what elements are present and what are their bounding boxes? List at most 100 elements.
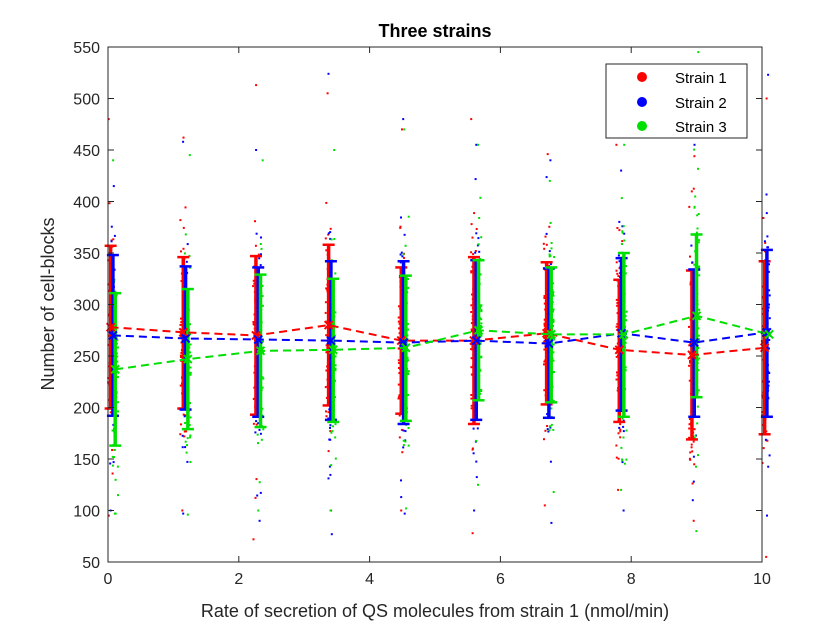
axes: 0 2 4 6 8 10 50 100 150 200 250 300 350 400 450 500 550 (73, 40, 771, 588)
data-point (698, 274, 701, 277)
data-point (329, 227, 332, 230)
data-point (621, 225, 624, 228)
y-tick-label: 50 (82, 555, 100, 572)
data-point (691, 499, 694, 502)
chart-title: Three strains (378, 21, 491, 41)
mean-marker (323, 320, 334, 330)
data-point (476, 427, 479, 430)
data-point (334, 423, 337, 426)
data-point (615, 261, 618, 264)
data-point (403, 128, 406, 131)
data-point (398, 347, 401, 350)
data-point (688, 418, 691, 420)
data-point (261, 376, 264, 379)
data-point (618, 220, 621, 223)
data-point (473, 509, 476, 512)
data-point (471, 236, 474, 239)
x-tick-label: 10 (753, 571, 771, 588)
data-point (255, 232, 258, 235)
data-point (403, 256, 405, 259)
data-point (470, 394, 473, 396)
data-point (180, 317, 182, 320)
data-point (189, 323, 191, 326)
data-point (620, 446, 623, 449)
data-point (189, 373, 192, 376)
data-point (180, 356, 182, 358)
data-point (398, 362, 401, 364)
data-point (185, 451, 188, 454)
data-point (552, 291, 555, 294)
mean-marker (110, 364, 120, 375)
data-point (470, 322, 473, 325)
data-point (542, 242, 545, 245)
data-point (475, 228, 478, 230)
data-point (552, 359, 555, 362)
data-point (107, 335, 110, 337)
data-point (689, 361, 691, 364)
data-point (401, 128, 403, 131)
mean-marker (326, 335, 336, 346)
data-point (179, 323, 182, 326)
data-point (182, 413, 185, 416)
data-point (401, 451, 404, 454)
data-point (398, 395, 401, 398)
data-point (112, 185, 115, 188)
data-point (184, 233, 187, 236)
legend-box (605, 63, 748, 139)
data-point (179, 433, 182, 436)
data-point (692, 455, 695, 458)
data-point (616, 302, 619, 304)
data-point (116, 355, 119, 358)
data-point (552, 491, 555, 493)
data-point (470, 118, 473, 121)
data-point (398, 414, 401, 417)
mean-marker-stroke (183, 354, 193, 364)
data-point (180, 250, 182, 253)
y-tick-label: 250 (73, 349, 100, 366)
legend-label-strain-2: Strain 2 (675, 95, 727, 112)
mean-marker-stroke (691, 311, 702, 321)
data-point (615, 456, 618, 459)
data-point (184, 422, 187, 424)
data-point (254, 220, 256, 223)
data-point (252, 321, 255, 323)
data-point (543, 363, 545, 366)
data-point (327, 411, 330, 414)
mean-marker (398, 337, 409, 348)
data-point (183, 252, 186, 255)
data-point (480, 334, 483, 337)
data-point (546, 428, 549, 431)
data-point (334, 379, 336, 382)
data-point (620, 197, 623, 200)
data-point (470, 271, 473, 274)
mean-marker (687, 350, 697, 360)
data-point (475, 460, 478, 463)
data-point (179, 354, 182, 357)
data-point (544, 235, 547, 238)
data-point (477, 143, 480, 146)
data-point (255, 149, 258, 151)
data-point (550, 521, 553, 524)
data-point (186, 444, 188, 447)
data-point (691, 261, 694, 264)
data-point (696, 214, 699, 217)
data-point (252, 279, 255, 282)
y-tick-label: 400 (73, 195, 100, 212)
data-point (615, 325, 618, 328)
data-point (543, 325, 546, 327)
data-point (261, 407, 264, 410)
data-point (553, 371, 555, 373)
data-point (184, 440, 187, 443)
data-point (622, 225, 625, 228)
data-point (480, 356, 483, 359)
data-point (182, 140, 185, 143)
mean-marker (255, 346, 266, 356)
data-point (625, 265, 627, 268)
mean-marker-stroke (544, 338, 554, 349)
data-point (330, 533, 333, 536)
data-point (546, 153, 549, 156)
data-point (189, 461, 192, 463)
data-point (768, 317, 771, 320)
data-point (767, 306, 770, 309)
data-point (617, 275, 620, 277)
